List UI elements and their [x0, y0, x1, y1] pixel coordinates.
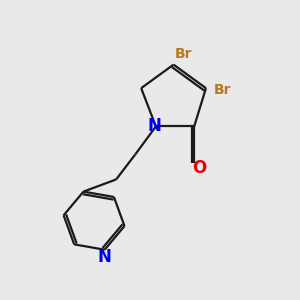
- Text: Br: Br: [175, 47, 193, 61]
- Text: O: O: [192, 159, 207, 177]
- Text: N: N: [98, 248, 112, 266]
- Text: Br: Br: [213, 82, 231, 97]
- Text: N: N: [148, 117, 161, 135]
